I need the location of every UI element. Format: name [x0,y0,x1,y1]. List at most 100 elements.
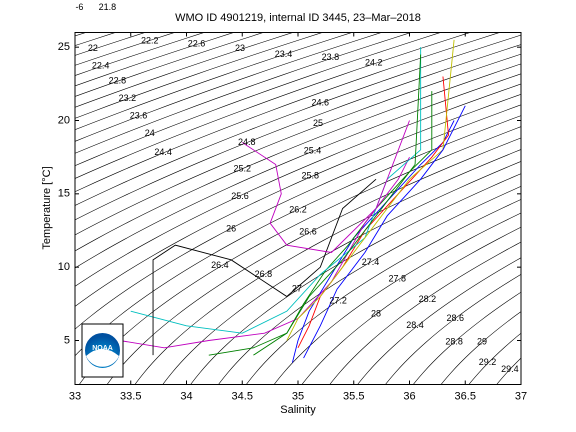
contour-label: 29.2 [479,357,497,367]
contour-label: 26.2 [289,204,307,214]
contour-label: 28 [371,308,381,318]
contour-label: -6 [75,2,83,12]
contour-label: 27.4 [362,257,380,267]
x-tick-label: 36.5 [455,390,476,402]
isopycnal [245,199,521,385]
contour-label: 25 [313,118,323,128]
isopycnal [75,32,353,131]
isopycnal [75,32,294,108]
isopycnal [75,104,521,330]
isopycnal [134,149,521,385]
contour-label: 27.2 [329,295,347,305]
contour-label: 24.6 [312,97,330,107]
y-tick-label: 5 [64,334,70,346]
isopycnal [385,273,521,385]
isopycnal [329,241,521,385]
contour-label: 28.6 [446,313,464,323]
contour-label: 26.8 [255,269,273,279]
x-tick-label: 35.5 [343,390,364,402]
x-tick-label: 33.5 [120,390,141,402]
isopycnal [75,32,442,167]
profile-line [152,178,377,356]
contour-label: 25.4 [304,146,322,156]
x-tick-label: 33 [69,390,81,402]
y-tick-label: 20 [58,114,70,126]
contour-label: 25.6 [231,191,249,201]
isopycnal [440,311,521,385]
contour-labels: -6 21.8 22 22.2 22.6 23 23.4 23.8 24.2 22.4 22.8 23… [75,2,518,374]
contour-label: 21.8 [99,2,117,12]
isopycnal [162,161,521,385]
profile-line [208,54,422,356]
isopycnal [357,257,521,385]
isopycnal [301,226,521,385]
contour-label: 22.2 [141,36,159,46]
contour-label: 24.4 [154,147,172,157]
isopycnal [75,53,521,236]
x-tick-label: 34 [180,390,192,402]
profile-line [130,47,422,334]
logo-wave [86,349,119,367]
contour-label: 28.2 [419,294,437,304]
x-tick-label: 37 [515,390,527,402]
isopycnal [75,32,383,142]
contour-label: 23.2 [119,93,137,103]
contour-label: 24.2 [365,58,383,68]
contour-label: 24.8 [238,137,256,147]
x-tick-label: 34.5 [232,390,253,402]
y-axis-label: Temperature [°C] [41,166,53,249]
contour-label: 23.4 [275,49,293,59]
contour-label: 23 [235,43,245,53]
y-tick-label: 25 [58,41,70,53]
profile-line [286,39,455,341]
contour-label: 27 [292,284,302,294]
isopycnal [75,44,521,221]
isopycnal [75,83,521,287]
contour-label: 26 [226,223,236,233]
isopycnal [190,173,521,385]
isopycnal [218,185,521,385]
isopycnal [75,32,472,179]
chart-title: WMO ID 4901219, internal ID 3445, 23–Mar… [175,12,421,24]
isopycnal [75,32,501,193]
contour-label: 22.4 [92,61,110,71]
x-axis-label: Salinity [280,404,316,416]
y-tick-label: 15 [58,188,70,200]
axes: 33 33.5 34 34.5 35 35.5 36 36.5 37 5 10 15 20 25 [58,32,527,402]
contour-label: 22.8 [109,75,127,85]
isopycnal [75,32,324,119]
x-tick-label: 35 [292,390,304,402]
y-tick-label: 10 [58,261,70,273]
profile-line [303,105,466,359]
contour-label: 23.8 [322,52,340,62]
x-tick-label: 36 [403,390,415,402]
contour-label: 27.8 [388,273,406,283]
contour-label: 22 [88,43,98,53]
isopycnal [75,73,521,269]
isopycnal [75,32,235,87]
contour-label: 22.6 [188,39,206,49]
contour-label: 26.6 [299,226,317,236]
isopycnal [75,32,265,97]
contour-label: 25.2 [233,163,251,173]
contour-label: 28.8 [445,336,463,346]
profiles [119,39,466,363]
contour-label: 29 [477,336,487,346]
isopycnal [106,137,521,385]
contour-label: 28.4 [406,320,424,330]
logo: NOAA [81,323,124,378]
isopycnal [75,32,206,76]
contour-label: 23.6 [130,110,148,120]
contour-label: 29.4 [501,364,519,374]
contour-label: 26.4 [211,260,229,270]
contour-label: 24 [145,128,155,138]
isopycnal [75,93,521,307]
isopycnal [468,332,521,385]
isopycnal [412,291,521,385]
isopycnal [75,34,521,206]
logo-text: NOAA [92,345,113,352]
isopycnal [75,32,412,154]
contour-label: 25.8 [301,171,319,181]
profile-line [242,120,410,253]
